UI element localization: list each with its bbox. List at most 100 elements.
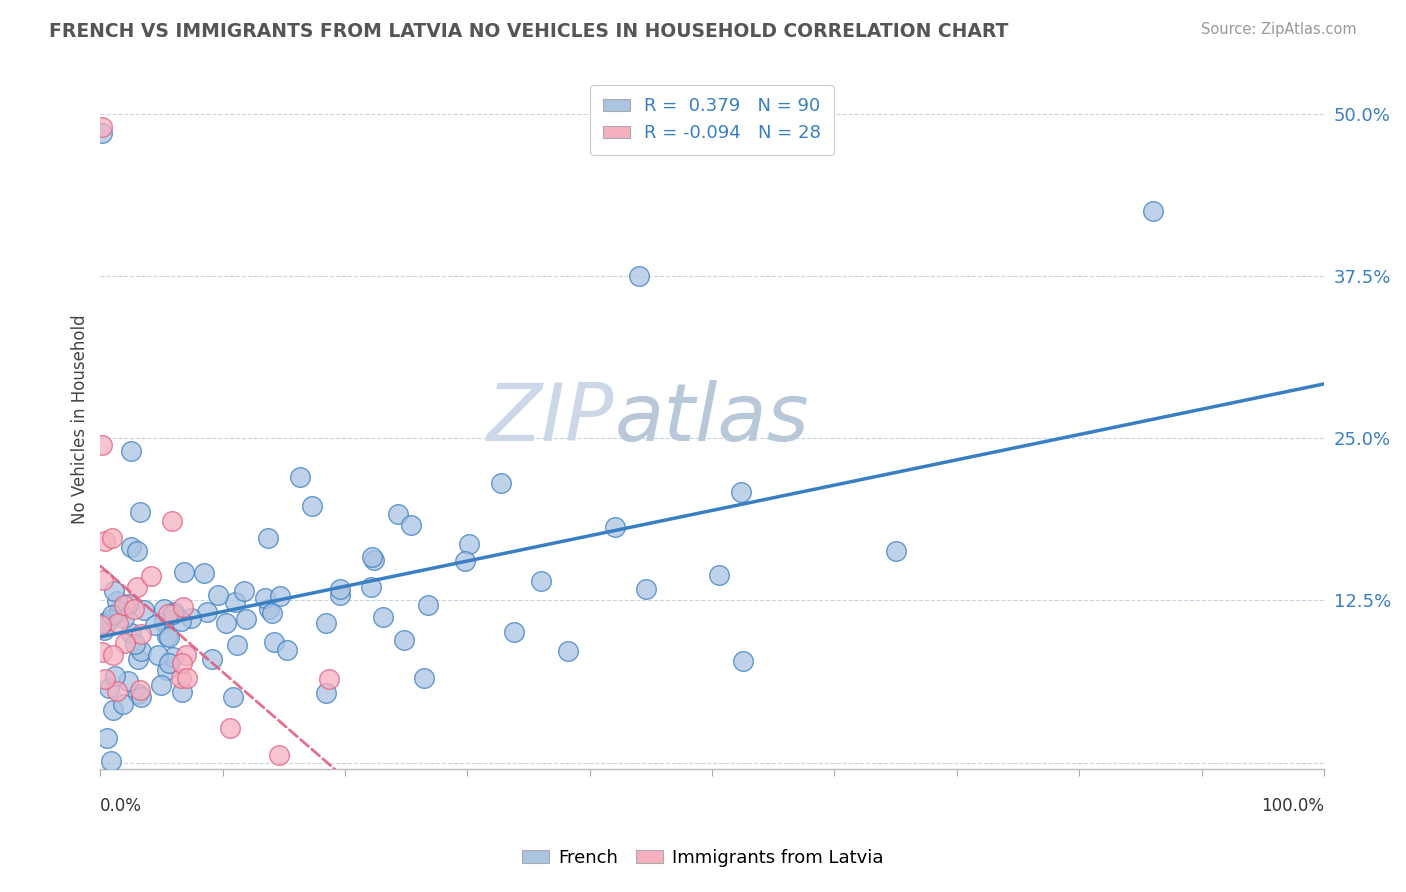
Point — [90, 645, 112, 659]
Point — [91, 574, 114, 588]
Point — [387, 507, 409, 521]
Point — [127, 543, 149, 558]
Point — [162, 514, 184, 528]
Point — [124, 637, 146, 651]
Point — [117, 597, 139, 611]
Point — [172, 599, 194, 614]
Point — [129, 644, 152, 658]
Point — [129, 682, 152, 697]
Point — [127, 651, 149, 665]
Point — [627, 269, 650, 284]
Point — [114, 636, 136, 650]
Point — [174, 648, 197, 662]
Point — [129, 690, 152, 704]
Point — [605, 520, 627, 534]
Text: 0.0%: 0.0% — [100, 797, 142, 815]
Point — [276, 643, 298, 657]
Point — [111, 697, 134, 711]
Point — [94, 533, 117, 548]
Point — [103, 584, 125, 599]
Point — [170, 671, 193, 685]
Point — [254, 591, 277, 606]
Point — [263, 634, 285, 648]
Point — [117, 674, 139, 689]
Point — [122, 601, 145, 615]
Point — [90, 120, 112, 134]
Point — [329, 588, 352, 602]
Point — [413, 671, 436, 685]
Point — [139, 569, 162, 583]
Point — [360, 549, 382, 564]
Point — [225, 638, 247, 652]
Point — [215, 616, 238, 631]
Point — [93, 623, 115, 637]
Point — [120, 444, 142, 458]
Point — [156, 628, 179, 642]
Point — [1142, 204, 1164, 219]
Point — [360, 580, 382, 594]
Point — [315, 615, 337, 630]
Point — [170, 614, 193, 628]
Point — [98, 613, 121, 627]
Point — [418, 599, 440, 613]
Point — [96, 731, 118, 745]
Point — [180, 611, 202, 625]
Point — [301, 500, 323, 514]
Point — [730, 485, 752, 500]
Point — [163, 605, 186, 619]
Text: FRENCH VS IMMIGRANTS FROM LATVIA NO VEHICLES IN HOUSEHOLD CORRELATION CHART: FRENCH VS IMMIGRANTS FROM LATVIA NO VEHI… — [49, 22, 1008, 41]
Point — [172, 656, 194, 670]
Text: ZIP: ZIP — [486, 380, 614, 458]
Point — [108, 604, 131, 618]
Point — [176, 671, 198, 685]
Point — [152, 602, 174, 616]
Point — [101, 607, 124, 622]
Point — [90, 615, 112, 630]
Point — [101, 703, 124, 717]
Point — [884, 544, 907, 558]
Point — [129, 627, 152, 641]
Point — [129, 505, 152, 519]
Point — [288, 470, 311, 484]
Legend: French, Immigrants from Latvia: French, Immigrants from Latvia — [515, 842, 891, 874]
Point — [318, 672, 340, 686]
Point — [371, 610, 394, 624]
Point — [100, 754, 122, 768]
Point — [170, 684, 193, 698]
Point — [399, 518, 422, 533]
Point — [218, 721, 240, 735]
Point — [557, 644, 579, 658]
Point — [107, 616, 129, 631]
Point — [112, 611, 135, 625]
Point — [269, 590, 291, 604]
Point — [233, 584, 256, 599]
Point — [162, 607, 184, 621]
Point — [143, 618, 166, 632]
Point — [201, 652, 224, 666]
Point — [329, 582, 352, 596]
Point — [162, 649, 184, 664]
Point — [148, 648, 170, 662]
Point — [125, 580, 148, 594]
Point — [101, 648, 124, 662]
Point — [502, 624, 524, 639]
Point — [101, 531, 124, 545]
Text: Source: ZipAtlas.com: Source: ZipAtlas.com — [1201, 22, 1357, 37]
Point — [127, 687, 149, 701]
Legend: R =  0.379   N = 90, R = -0.094   N = 28: R = 0.379 N = 90, R = -0.094 N = 28 — [591, 85, 834, 155]
Point — [458, 537, 481, 551]
Point — [260, 606, 283, 620]
Point — [173, 566, 195, 580]
Point — [103, 669, 125, 683]
Point — [363, 553, 385, 567]
Point — [222, 690, 245, 705]
Point — [90, 618, 112, 632]
Point — [257, 602, 280, 616]
Point — [121, 540, 143, 554]
Point — [267, 747, 290, 762]
Point — [134, 603, 156, 617]
Point — [152, 615, 174, 629]
Point — [207, 588, 229, 602]
Y-axis label: No Vehicles in Household: No Vehicles in Household — [72, 314, 89, 524]
Point — [149, 678, 172, 692]
